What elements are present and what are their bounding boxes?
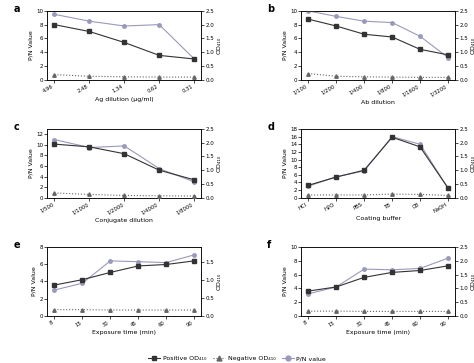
Y-axis label: OD₄₁₀: OD₄₁₀ — [471, 273, 474, 290]
X-axis label: Conjugate dilution: Conjugate dilution — [95, 218, 153, 223]
Y-axis label: P/N Value: P/N Value — [283, 30, 287, 60]
Text: c: c — [14, 122, 19, 132]
Y-axis label: OD₄₁₀: OD₄₁₀ — [471, 155, 474, 172]
X-axis label: Exposure time (min): Exposure time (min) — [92, 330, 156, 335]
X-axis label: Ag dilution (μg/ml): Ag dilution (μg/ml) — [95, 97, 154, 102]
Text: d: d — [267, 122, 274, 132]
Y-axis label: OD₄₁₀: OD₄₁₀ — [217, 37, 222, 54]
Text: e: e — [14, 240, 20, 250]
Legend: Positive OD₄₁₀, Negative OD₄₁₀, P/N value: Positive OD₄₁₀, Negative OD₄₁₀, P/N valu… — [145, 353, 329, 363]
Text: b: b — [267, 4, 274, 14]
X-axis label: Exposure time (min): Exposure time (min) — [346, 330, 410, 335]
Y-axis label: OD₄₁₀: OD₄₁₀ — [471, 37, 474, 54]
Y-axis label: P/N Value: P/N Value — [32, 266, 37, 296]
X-axis label: Coating buffer: Coating buffer — [356, 216, 401, 221]
Y-axis label: P/N Value: P/N Value — [28, 30, 34, 60]
Y-axis label: P/N Value: P/N Value — [283, 148, 287, 178]
Text: f: f — [267, 240, 272, 250]
Y-axis label: OD₄₁₀: OD₄₁₀ — [217, 273, 222, 290]
Y-axis label: P/N Value: P/N Value — [28, 148, 34, 178]
Text: a: a — [14, 4, 20, 14]
Y-axis label: P/N Value: P/N Value — [283, 266, 287, 296]
X-axis label: Ab dilution: Ab dilution — [361, 100, 395, 105]
Y-axis label: OD₄₁₀: OD₄₁₀ — [217, 155, 222, 172]
